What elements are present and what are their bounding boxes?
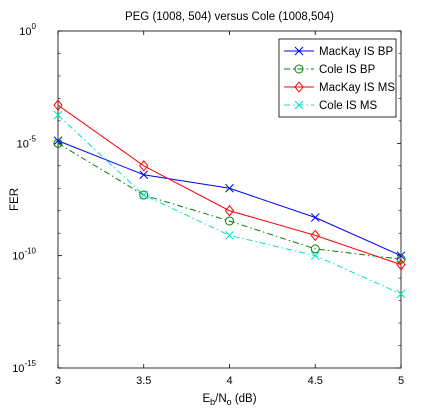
- y-tick-base: 10: [12, 251, 24, 263]
- legend-marker: [294, 64, 304, 74]
- x-axis-label: Eb/No (dB): [202, 393, 256, 407]
- data-point: [139, 190, 149, 200]
- y-tick-exponent: -10: [24, 247, 36, 256]
- data-point: [139, 190, 149, 200]
- series-3: [53, 99, 406, 271]
- x-axis-label-sub1: b: [210, 397, 215, 407]
- x-axis-label-base: E: [202, 393, 210, 405]
- y-tick-exponent: 0: [32, 22, 37, 31]
- y-tick-base: 10: [17, 138, 29, 150]
- y-tick-label: 100: [19, 22, 36, 38]
- series-line: [57, 142, 402, 260]
- y-tick-label: 10-15: [12, 359, 36, 375]
- data-point: [224, 204, 235, 217]
- legend-item: MacKay IS MS: [284, 81, 395, 94]
- data-point: [396, 289, 406, 299]
- y-tick-exponent: -5: [29, 134, 37, 143]
- data-point: [225, 183, 234, 193]
- x-tick-label: 4.5: [308, 375, 323, 387]
- x-tick-label: 3: [55, 375, 61, 387]
- legend-item: Cole IS MS: [284, 100, 377, 112]
- data-point: [225, 231, 234, 240]
- data-point: [396, 251, 406, 261]
- x-tick-label: 5: [398, 375, 404, 387]
- data-point: [139, 159, 149, 172]
- y-axis-label: FER: [9, 188, 21, 211]
- legend-item: Cole IS BP: [284, 64, 376, 76]
- data-point: [53, 99, 63, 111]
- series-1: [53, 136, 406, 261]
- data-point: [396, 254, 406, 264]
- data-point: [139, 170, 149, 180]
- y-tick-exponent: -15: [24, 359, 36, 368]
- chart-title: PEG (1008, 504) versus Cole (1008,504): [125, 11, 334, 23]
- data-point: [310, 244, 320, 254]
- data-point: [53, 136, 63, 146]
- legend-label: Cole IS BP: [319, 64, 376, 76]
- series-2: [53, 138, 406, 264]
- legend-marker: [294, 100, 304, 110]
- x-axis-label-sub2: o: [227, 397, 232, 407]
- y-tick-label: 10-5: [17, 134, 37, 150]
- data-point: [396, 258, 406, 271]
- legend-label: Cole IS MS: [319, 100, 377, 112]
- legend: MacKay IS BP Cole IS BP MacKay IS MS Cole I…: [278, 38, 397, 118]
- legend-label: MacKay IS BP: [319, 46, 393, 58]
- data-point: [53, 110, 63, 120]
- series-4: [53, 110, 406, 299]
- y-tick-base: 10: [12, 363, 24, 375]
- data-point: [310, 229, 320, 242]
- series-layer: [53, 99, 406, 299]
- y-tick-base: 10: [19, 26, 31, 38]
- x-axis-label-tail: (dB): [232, 393, 257, 405]
- data-point: [225, 216, 234, 226]
- legend-marker: [294, 81, 304, 93]
- series-line: [57, 104, 402, 266]
- legend-item: MacKay IS BP: [284, 46, 393, 58]
- data-point: [310, 251, 320, 261]
- y-tick-label: 10-10: [12, 247, 36, 263]
- data-point: [53, 138, 63, 148]
- x-axis-label-mid: /N: [215, 393, 227, 405]
- data-point: [310, 213, 320, 222]
- legend-label: MacKay IS MS: [319, 82, 395, 94]
- x-tick-label: 3.5: [136, 375, 151, 387]
- x-tick-label: 4: [226, 375, 232, 387]
- legend-marker: [294, 46, 304, 56]
